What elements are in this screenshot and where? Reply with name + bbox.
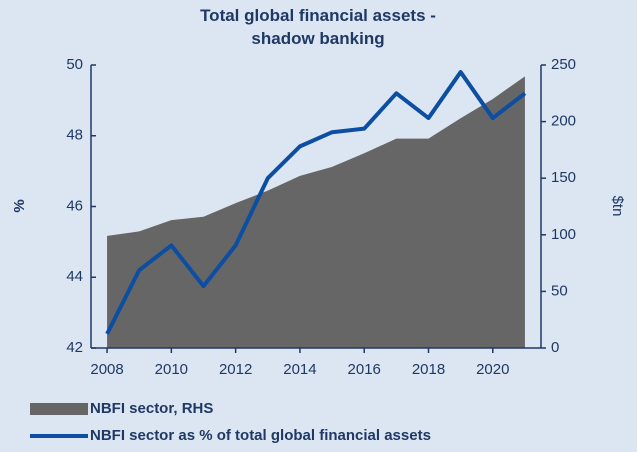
x-tick-label: 2020 — [476, 361, 509, 378]
legend-label: NBFI sector, RHS — [90, 400, 213, 417]
y-tick-label: 50 — [66, 56, 83, 73]
x-tick-label: 2018 — [412, 361, 445, 378]
x-tick-label: 2016 — [348, 361, 381, 378]
y2-tick-label: 0 — [551, 339, 559, 356]
x-tick-label: 2014 — [283, 361, 316, 378]
y-tick-label: 48 — [66, 127, 83, 144]
x-tick-label: 2010 — [155, 361, 188, 378]
x-tick-label: 2008 — [90, 361, 123, 378]
area — [107, 76, 525, 348]
line — [105, 70, 527, 335]
legend-swatch — [30, 403, 88, 415]
y2-axis-label: $tn — [609, 196, 626, 217]
y-axis-label: % — [11, 199, 28, 212]
y2-tick-label: 150 — [551, 169, 576, 186]
chart-title: Total global financial assets - shadow b… — [200, 6, 436, 48]
y-tick-label: 44 — [66, 268, 83, 285]
y-tick-label: 42 — [66, 339, 83, 356]
y2-tick-label: 250 — [551, 56, 576, 73]
legend-label: NBFI sector as % of total global financi… — [90, 427, 431, 444]
y2-tick-label: 50 — [551, 282, 568, 299]
y-tick-label: 46 — [66, 197, 83, 214]
x-tick-label: 2012 — [219, 361, 252, 378]
y2-tick-label: 200 — [551, 113, 576, 130]
y2-tick-label: 100 — [551, 226, 576, 243]
